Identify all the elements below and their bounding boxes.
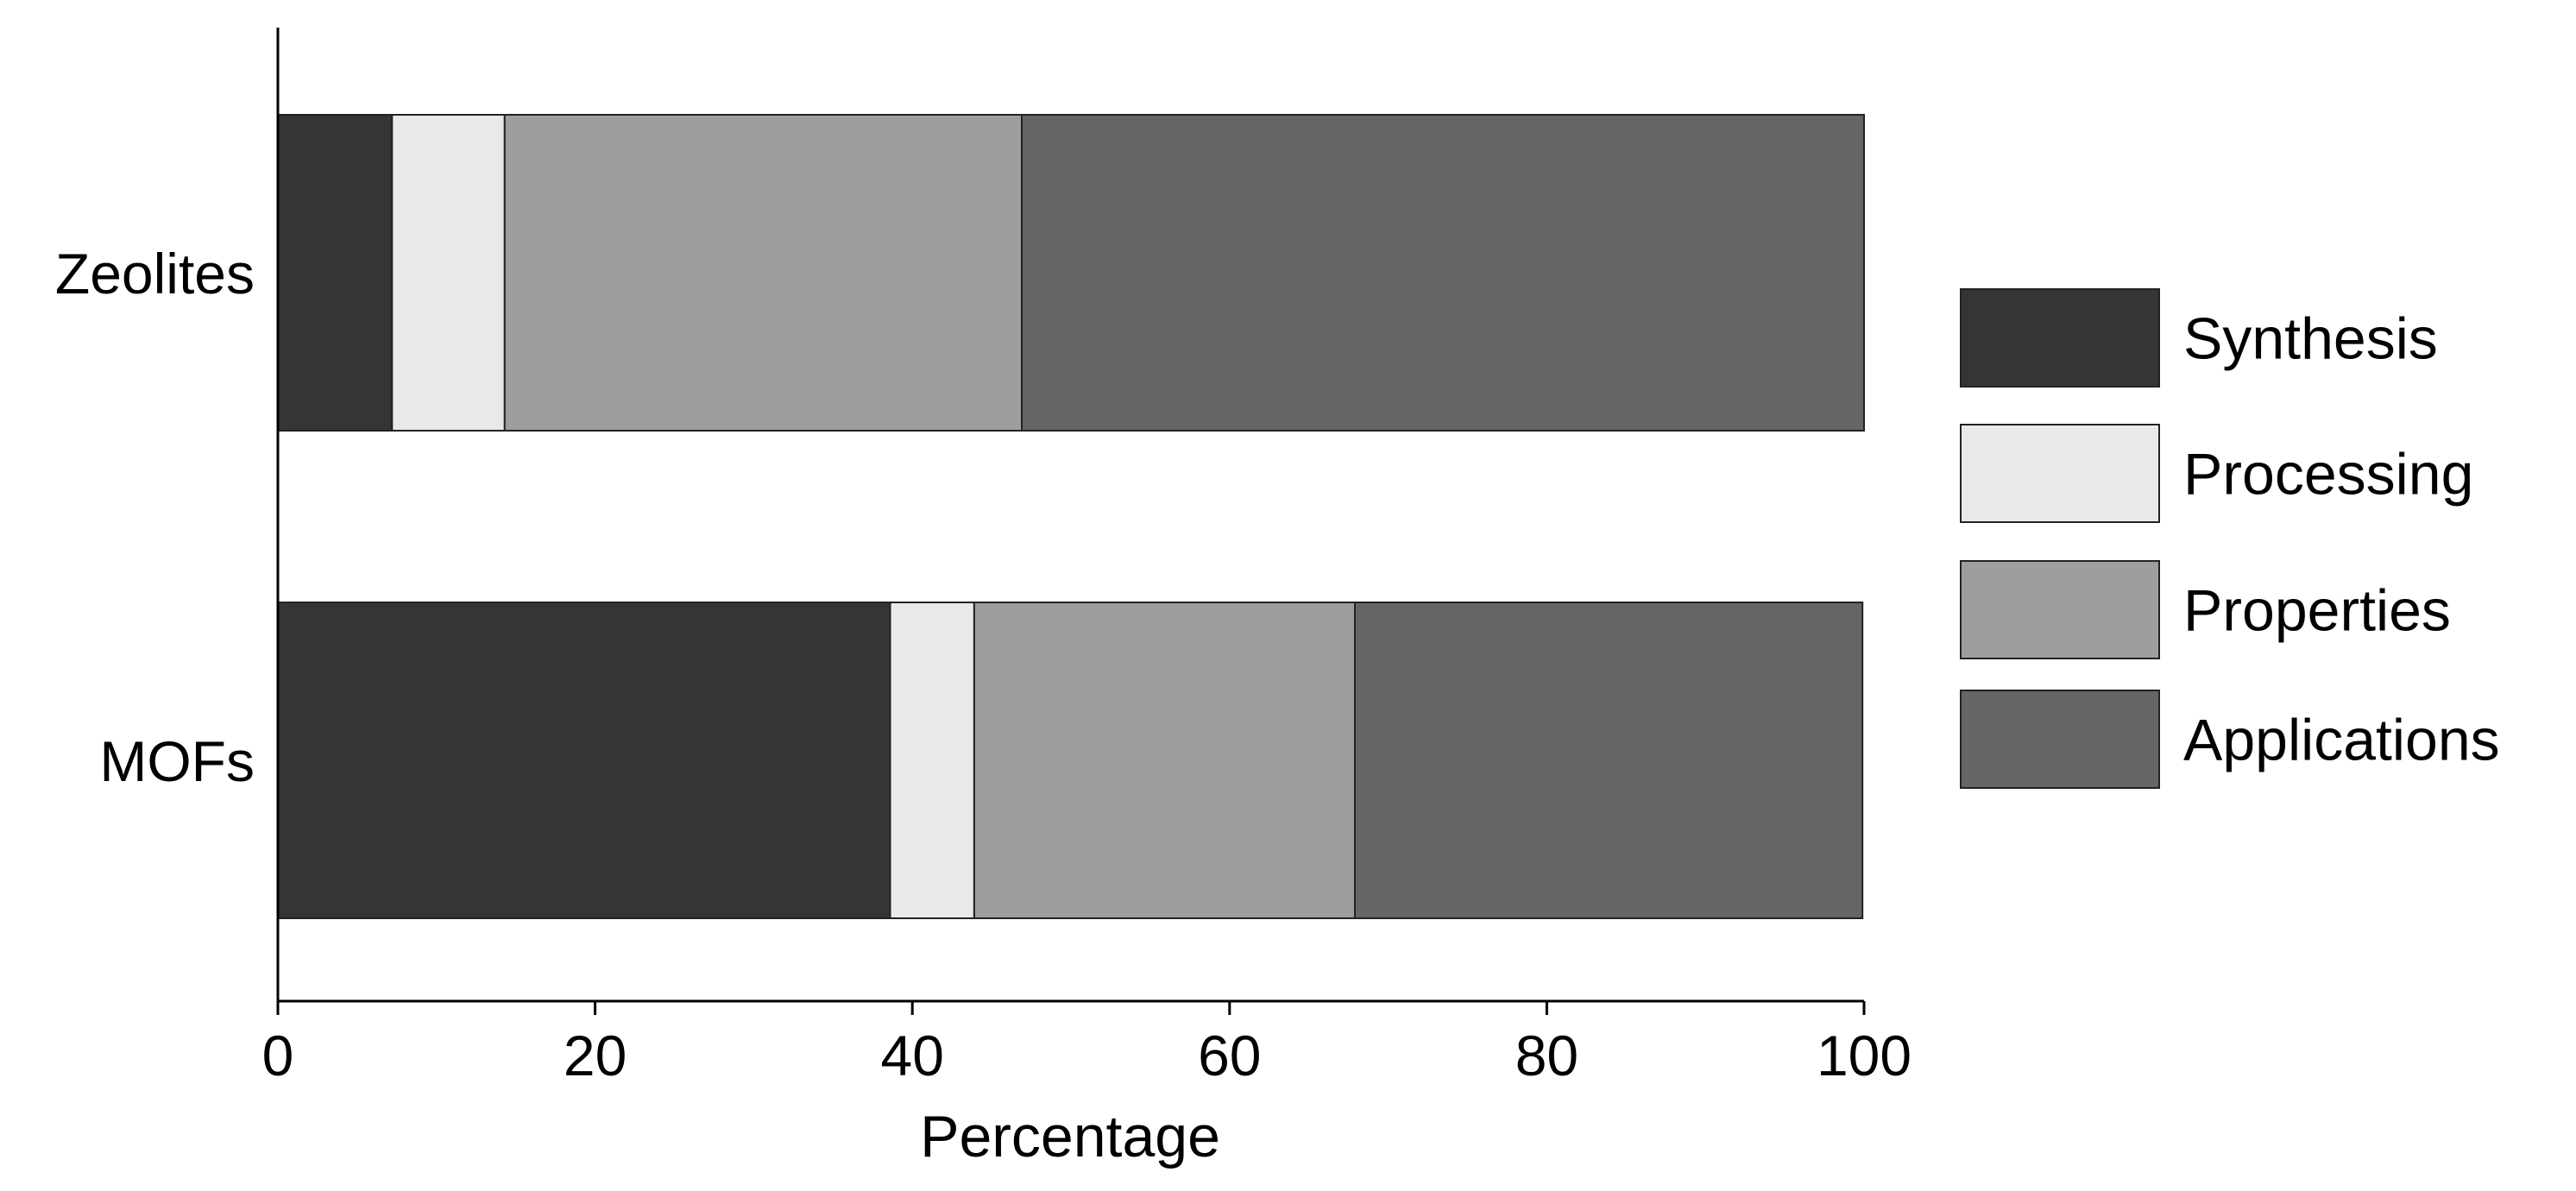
category-label-zeolites: Zeolites: [55, 242, 255, 306]
legend-swatch-processing: [1960, 424, 2160, 523]
legend-swatch-properties: [1960, 560, 2160, 659]
x-tick-label: 60: [1198, 1024, 1261, 1087]
legend-swatch-applications: [1960, 690, 2160, 789]
bar-zeolites-applications: [1021, 114, 1865, 432]
bar-group: [277, 114, 1865, 919]
legend-label-applications: Applications: [2183, 708, 2500, 773]
bar-mofs-applications: [1354, 602, 1864, 919]
x-tick-label: 0: [262, 1024, 294, 1087]
x-tick-label: 20: [564, 1024, 627, 1087]
x-tick-label: 40: [880, 1024, 943, 1087]
bar-zeolites-synthesis: [277, 114, 394, 432]
bar-mofs-processing: [889, 602, 975, 919]
legend-label-synthesis: Synthesis: [2183, 306, 2438, 372]
x-tick-label: 80: [1515, 1024, 1578, 1087]
x-axis-title: Percentage: [920, 1104, 1220, 1169]
legend-label-processing: Processing: [2183, 442, 2473, 507]
x-tick-label: 100: [1817, 1024, 1912, 1087]
bar-zeolites-properties: [503, 114, 1023, 432]
category-labels: Zeolites MOFs: [55, 242, 255, 793]
bar-zeolites-processing: [391, 114, 506, 432]
legend-label-properties: Properties: [2183, 578, 2451, 644]
legend-swatch-synthesis: [1960, 288, 2160, 388]
legend: Synthesis Processing Properties Application…: [1960, 288, 2500, 789]
bar-mofs-synthesis: [277, 602, 891, 919]
category-label-mofs: MOFs: [99, 729, 255, 793]
bar-mofs-properties: [973, 602, 1357, 919]
x-ticks: 0 20 40 60 80 100: [262, 1001, 1912, 1087]
